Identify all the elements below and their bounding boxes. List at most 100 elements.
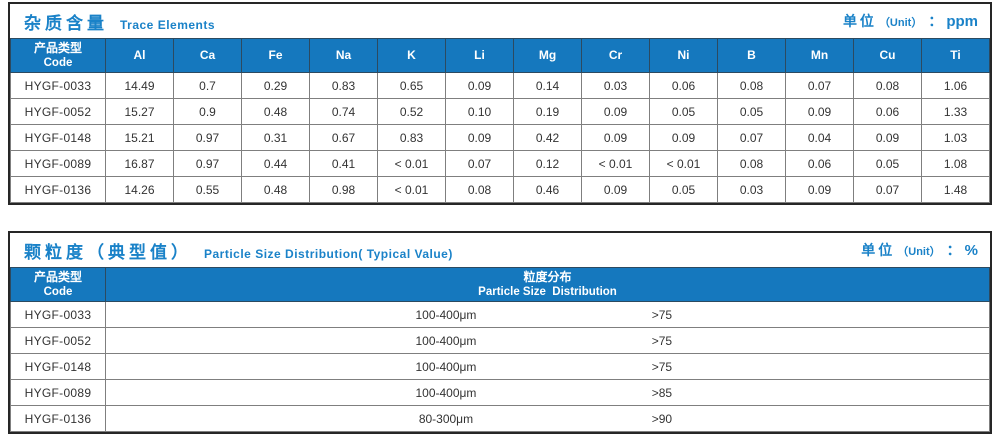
unit-colon-text: ： bbox=[928, 13, 943, 29]
element-column-header: Ti bbox=[921, 38, 990, 73]
trace-value-cell: 0.04 bbox=[785, 124, 854, 151]
trace-value-cell: 0.65 bbox=[377, 72, 446, 99]
trace-value-cell: 0.07 bbox=[445, 150, 514, 177]
product-code-cell: HYGF-0033 bbox=[10, 301, 106, 328]
particle-size-panel: 颗粒度（典型值） Particle Size Distribution( Typ… bbox=[8, 231, 992, 434]
trace-value-cell: 0.05 bbox=[853, 150, 922, 177]
percent-value: >75 bbox=[651, 307, 673, 322]
trace-value-cell: 0.03 bbox=[581, 72, 650, 99]
particle-table-row: HYGF-0033 100-400μm >75 bbox=[10, 301, 990, 328]
size-range-value: 100-400μm bbox=[415, 307, 477, 322]
code-column-header: 产品类型 Code bbox=[10, 267, 106, 302]
trace-value-cell: 0.74 bbox=[309, 98, 378, 125]
trace-value-cell: 1.33 bbox=[921, 98, 990, 125]
trace-value-cell: 0.7 bbox=[173, 72, 242, 99]
element-column-header: Li bbox=[445, 38, 514, 73]
trace-value-cell: 0.07 bbox=[717, 124, 786, 151]
unit-zh-text: 单位 bbox=[842, 13, 877, 29]
trace-value-cell: 0.09 bbox=[445, 72, 514, 99]
trace-value-cell: 0.83 bbox=[377, 124, 446, 151]
trace-table-row: HYGF-0089 16.87 0.97 0.44 0.41 < 0.01 0.07 0.12… bbox=[10, 150, 990, 177]
trace-value-cell: 0.03 bbox=[717, 176, 786, 203]
trace-value-cell: 0.09 bbox=[853, 124, 922, 151]
trace-value-cell: 0.09 bbox=[445, 124, 514, 151]
percent-value: >85 bbox=[651, 385, 673, 400]
trace-value-cell: 0.19 bbox=[513, 98, 582, 125]
particle-table-row: HYGF-0052 100-400μm >75 bbox=[10, 327, 990, 354]
trace-value-cell: 0.98 bbox=[309, 176, 378, 203]
trace-value-cell: 0.97 bbox=[173, 150, 242, 177]
trace-value-cell: < 0.01 bbox=[649, 150, 718, 177]
trace-value-cell: 0.67 bbox=[309, 124, 378, 151]
trace-value-cell: 0.05 bbox=[717, 98, 786, 125]
trace-value-cell: 0.42 bbox=[513, 124, 582, 151]
product-code-cell: HYGF-0052 bbox=[10, 98, 106, 125]
trace-value-cell: 0.12 bbox=[513, 150, 582, 177]
trace-value-cell: < 0.01 bbox=[377, 176, 446, 203]
code-header-en: Code bbox=[43, 285, 73, 298]
element-column-header: Mg bbox=[513, 38, 582, 73]
distribution-cell: 100-400μm >75 bbox=[105, 353, 990, 380]
trace-header-row: 产品类型 Code Al Ca Fe Na K Li Mg Cr Ni B Mn Cu Ti bbox=[10, 38, 990, 73]
particle-unit-label: 单位 （Unit） ： % bbox=[861, 240, 978, 260]
trace-value-cell: 0.07 bbox=[785, 72, 854, 99]
trace-value-cell: 0.06 bbox=[649, 72, 718, 99]
code-header-en: Code bbox=[43, 56, 73, 69]
trace-value-cell: 0.48 bbox=[241, 98, 310, 125]
trace-value-cell: 0.09 bbox=[785, 176, 854, 203]
particle-size-title-row: 颗粒度（典型值） Particle Size Distribution( Typ… bbox=[10, 233, 990, 267]
size-range-value: 100-400μm bbox=[415, 359, 477, 374]
particle-header-row: 产品类型 Code 粒度分布 Particle Size Distributio… bbox=[10, 267, 990, 302]
product-code-cell: HYGF-0136 bbox=[10, 405, 106, 432]
trace-value-cell: 0.08 bbox=[853, 72, 922, 99]
unit-paren-text: （Unit） bbox=[897, 246, 941, 258]
trace-value-cell: 0.08 bbox=[717, 72, 786, 99]
product-code-cell: HYGF-0089 bbox=[10, 150, 106, 177]
trace-elements-panel: 杂质含量 Trace Elements 单位 （Unit） ： ppm 产品类型… bbox=[8, 2, 992, 205]
trace-table-row: HYGF-0136 14.26 0.55 0.48 0.98 < 0.01 0.08 0.46… bbox=[10, 176, 990, 203]
element-column-header: Cr bbox=[581, 38, 650, 73]
size-range-value: 100-400μm bbox=[415, 333, 477, 348]
distribution-column-header: 粒度分布 Particle Size Distribution bbox=[105, 267, 990, 302]
particle-table-row: HYGF-0089 100-400μm >85 bbox=[10, 379, 990, 406]
code-header-zh: 产品类型 bbox=[33, 40, 82, 55]
distribution-cell: 100-400μm >85 bbox=[105, 379, 990, 406]
percent-value: >75 bbox=[651, 333, 673, 348]
trace-value-cell: 1.03 bbox=[921, 124, 990, 151]
trace-value-cell: 0.41 bbox=[309, 150, 378, 177]
particle-title-zh: 颗粒度（典型值） bbox=[24, 242, 192, 262]
code-column-header: 产品类型 Code bbox=[10, 38, 106, 73]
trace-value-cell: < 0.01 bbox=[377, 150, 446, 177]
particle-table-body: HYGF-0033 100-400μm >75 HYGF-0052 100-400μm >… bbox=[10, 301, 990, 432]
trace-value-cell: 15.27 bbox=[105, 98, 174, 125]
trace-value-cell: 0.09 bbox=[785, 98, 854, 125]
trace-elements-title-row: 杂质含量 Trace Elements 单位 （Unit） ： ppm bbox=[10, 4, 990, 38]
percent-value: >90 bbox=[651, 411, 673, 426]
trace-value-cell: 14.26 bbox=[105, 176, 174, 203]
trace-value-cell: 0.08 bbox=[717, 150, 786, 177]
element-column-header: Cu bbox=[853, 38, 922, 73]
unit-value-text: ppm bbox=[946, 13, 978, 30]
trace-value-cell: 0.07 bbox=[853, 176, 922, 203]
trace-value-cell: 0.05 bbox=[649, 176, 718, 203]
particle-title-en: Particle Size Distribution( Typical Valu… bbox=[204, 246, 453, 261]
distribution-header-en: Particle Size Distribution bbox=[478, 285, 617, 298]
trace-value-cell: 1.48 bbox=[921, 176, 990, 203]
trace-value-cell: 0.9 bbox=[173, 98, 242, 125]
trace-value-cell: 0.55 bbox=[173, 176, 242, 203]
product-code-cell: HYGF-0089 bbox=[10, 379, 106, 406]
distribution-cell: 100-400μm >75 bbox=[105, 327, 990, 354]
trace-value-cell: 0.48 bbox=[241, 176, 310, 203]
trace-value-cell: 0.09 bbox=[581, 176, 650, 203]
element-column-header: B bbox=[717, 38, 786, 73]
trace-value-cell: 0.31 bbox=[241, 124, 310, 151]
element-column-header: Na bbox=[309, 38, 378, 73]
product-code-cell: HYGF-0052 bbox=[10, 327, 106, 354]
code-header-zh: 产品类型 bbox=[33, 269, 82, 284]
trace-value-cell: 0.06 bbox=[785, 150, 854, 177]
distribution-cell: 80-300μm >90 bbox=[105, 405, 990, 432]
percent-value: >75 bbox=[651, 359, 673, 374]
trace-value-cell: 0.46 bbox=[513, 176, 582, 203]
element-column-header: Fe bbox=[241, 38, 310, 73]
trace-value-cell: 0.06 bbox=[853, 98, 922, 125]
